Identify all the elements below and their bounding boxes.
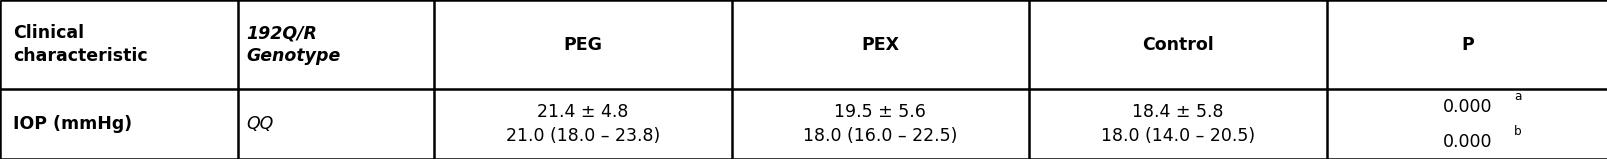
Text: PEX: PEX bbox=[861, 35, 898, 54]
Text: IOP (mmHg): IOP (mmHg) bbox=[13, 115, 132, 133]
Text: Clinical
characteristic: Clinical characteristic bbox=[13, 24, 148, 65]
Bar bbox=[238, 0, 434, 89]
Bar bbox=[0, 89, 238, 159]
Bar bbox=[731, 0, 1028, 89]
Text: a: a bbox=[1514, 90, 1520, 103]
Bar bbox=[1326, 0, 1607, 89]
Bar bbox=[1326, 89, 1607, 159]
Text: 0.000: 0.000 bbox=[1441, 132, 1491, 151]
Bar bbox=[434, 0, 731, 89]
Text: 0.000: 0.000 bbox=[1441, 97, 1491, 116]
Text: QQ: QQ bbox=[246, 115, 273, 133]
Bar bbox=[0, 0, 238, 89]
Bar bbox=[238, 89, 434, 159]
Text: 18.4 ± 5.8
18.0 (14.0 – 20.5): 18.4 ± 5.8 18.0 (14.0 – 20.5) bbox=[1101, 103, 1253, 145]
Text: 192Q/R
Genotype: 192Q/R Genotype bbox=[246, 24, 341, 65]
Bar bbox=[731, 89, 1028, 159]
Bar bbox=[434, 89, 731, 159]
Bar bbox=[1028, 89, 1326, 159]
Text: b: b bbox=[1514, 125, 1520, 138]
Text: 21.4 ± 4.8
21.0 (18.0 – 23.8): 21.4 ± 4.8 21.0 (18.0 – 23.8) bbox=[506, 103, 659, 145]
Text: PEG: PEG bbox=[562, 35, 603, 54]
Text: Control: Control bbox=[1141, 35, 1213, 54]
Text: 19.5 ± 5.6
18.0 (16.0 – 22.5): 19.5 ± 5.6 18.0 (16.0 – 22.5) bbox=[802, 103, 958, 145]
Text: P: P bbox=[1461, 35, 1472, 54]
Bar bbox=[1028, 0, 1326, 89]
